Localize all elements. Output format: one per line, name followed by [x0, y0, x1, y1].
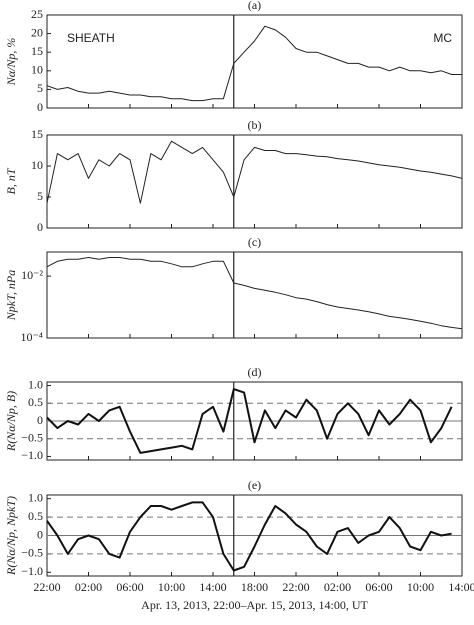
y-tick-label: 0	[37, 527, 43, 541]
y-axis-label: B, nT	[4, 167, 18, 194]
x-tick-label: 14:00	[448, 580, 474, 594]
x-tick-label: 10:00	[158, 580, 185, 594]
panel-label: (d)	[248, 365, 262, 379]
y-axis-label: R(Nα/Np, NpkT)	[4, 496, 18, 576]
y-tick-label: −0.5	[21, 430, 43, 444]
y-tick-label: 15	[31, 127, 43, 141]
y-tick-label: 1.0	[28, 490, 43, 504]
plot-frame	[46, 14, 463, 109]
data-line	[46, 257, 463, 330]
y-tick-label: −1.0	[21, 564, 43, 578]
plot-frame	[46, 251, 463, 339]
x-axis-label: Apr. 13, 2013, 22:00–Apr. 15, 2013, 14:0…	[141, 598, 368, 612]
y-tick-label: 1.0	[28, 377, 43, 391]
y-tick-label: 15	[31, 44, 43, 58]
x-tick-label: 22:00	[282, 580, 309, 594]
data-line	[46, 388, 453, 454]
y-tick-label: 0	[37, 100, 43, 114]
x-tick-label: 22:00	[33, 580, 60, 594]
y-tick-label: 10⁻⁴	[20, 330, 43, 344]
x-tick-label: 18:00	[241, 580, 268, 594]
y-tick-label: −1.0	[21, 448, 43, 462]
annotation: MC	[433, 31, 452, 45]
y-axis-label: NpkT, nPa	[4, 270, 18, 321]
y-tick-label: 0	[37, 413, 43, 427]
y-tick-label: 20	[31, 25, 43, 39]
x-tick-label: 02:00	[75, 580, 102, 594]
panel-label: (e)	[248, 478, 261, 492]
panel-label: (b)	[248, 118, 262, 132]
y-tick-label: 5	[37, 189, 43, 203]
y-tick-label: 25	[31, 7, 43, 21]
y-tick-label: 0.5	[28, 395, 43, 409]
y-tick-label: 0.5	[28, 509, 43, 523]
data-line	[46, 25, 462, 102]
x-tick-label: 06:00	[365, 580, 392, 594]
y-tick-label: 10	[31, 158, 43, 172]
data-line	[46, 501, 452, 572]
y-tick-label: 10	[31, 63, 43, 77]
y-tick-label: 0	[37, 220, 43, 234]
y-tick-label: 5	[37, 81, 43, 95]
x-tick-label: 14:00	[199, 580, 226, 594]
data-line	[46, 140, 463, 204]
panel-label: (c)	[248, 235, 261, 249]
x-tick-label: 02:00	[324, 580, 351, 594]
panel-label: (a)	[248, 0, 261, 12]
y-tick-label: −0.5	[21, 546, 43, 560]
y-axis-label: R(Nα/Np, B)	[4, 391, 18, 452]
annotation: SHEATH	[67, 31, 115, 45]
y-axis-label: Nα/Np, %	[4, 38, 18, 87]
y-tick-label: 10⁻²	[21, 268, 43, 282]
x-tick-label: 06:00	[116, 580, 143, 594]
x-tick-label: 10:00	[407, 580, 434, 594]
plot-frame	[46, 134, 463, 229]
